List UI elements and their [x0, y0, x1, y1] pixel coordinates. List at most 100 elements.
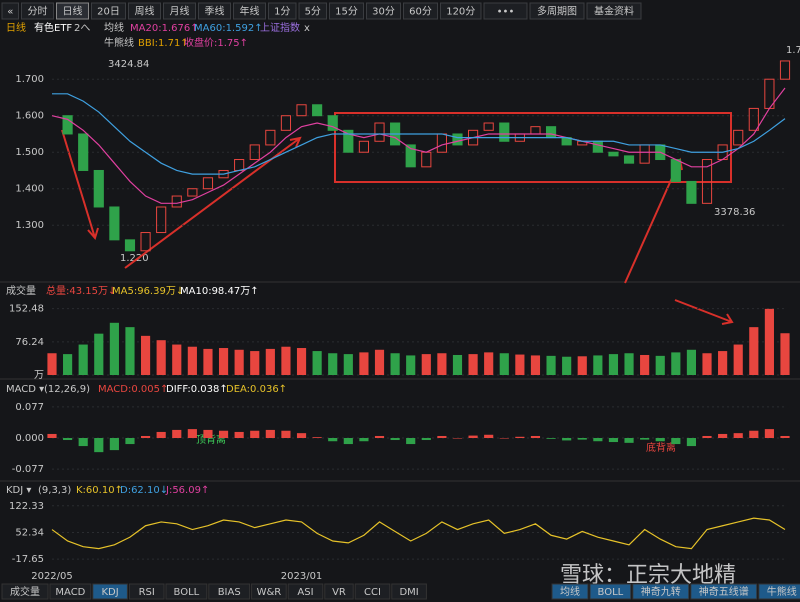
tab-label[interactable]: W&R: [257, 587, 282, 598]
toolbar-button[interactable]: [329, 2, 364, 20]
tab-label[interactable]: KDJ: [101, 587, 118, 598]
candle: [748, 107, 759, 131]
tab-label[interactable]: RSI: [139, 587, 155, 598]
tab-label[interactable]: 神奇五线谱: [699, 585, 749, 598]
bar: [484, 352, 494, 375]
tab[interactable]: [287, 583, 324, 600]
toolbar-button[interactable]: [128, 2, 161, 20]
tab-label[interactable]: 成交量: [10, 585, 40, 598]
candle: [156, 206, 167, 234]
macd-value: MACD:0.005↑: [98, 384, 168, 395]
toolbar-label[interactable]: 年线: [240, 5, 260, 18]
tab[interactable]: [251, 583, 287, 600]
toolbar-button[interactable]: [366, 2, 401, 20]
tab[interactable]: [92, 583, 128, 600]
bar: [47, 433, 57, 438]
toolbar-button[interactable]: [403, 2, 438, 20]
tab-label[interactable]: VR: [332, 587, 346, 598]
candle: [280, 115, 292, 131]
bar: [546, 355, 556, 375]
toolbar-label[interactable]: 1分: [274, 6, 290, 18]
toolbar-button[interactable]: [56, 2, 89, 20]
tab-label[interactable]: CCI: [364, 587, 381, 598]
toolbar-label[interactable]: 周线: [135, 5, 155, 18]
volume-ma10: MA10:98.47万↑: [180, 286, 259, 297]
candle: [701, 159, 713, 204]
tab[interactable]: [632, 583, 690, 600]
toolbar-label[interactable]: 60分: [409, 6, 432, 18]
bar: [359, 352, 369, 375]
j-value: J:56.09↑: [165, 485, 209, 496]
tab-label[interactable]: MACD: [55, 587, 85, 598]
toolbar-button[interactable]: [268, 2, 297, 20]
tab-label[interactable]: 神奇九转: [641, 585, 681, 598]
toolbar-label[interactable]: 5分: [305, 6, 321, 18]
toolbar-button[interactable]: [586, 2, 642, 20]
toolbar-label[interactable]: 分时: [28, 6, 48, 18]
bar: [265, 429, 275, 438]
tab[interactable]: [128, 583, 165, 600]
candle: [405, 144, 416, 168]
toolbar-label[interactable]: 20日: [97, 7, 120, 18]
toolbar-button[interactable]: [1, 2, 19, 20]
toolbar-button[interactable]: [233, 2, 266, 20]
tab[interactable]: [758, 583, 800, 600]
diff-value: DIFF:0.038↑: [166, 384, 228, 395]
ma-line: [52, 93, 786, 175]
tab[interactable]: [690, 583, 758, 600]
toolbar-label[interactable]: 基金资料: [594, 5, 634, 18]
bar: [140, 435, 151, 438]
bar: [686, 349, 697, 375]
toolbar-label[interactable]: 30分: [372, 6, 395, 18]
y-tick-label: 122.33: [9, 501, 44, 512]
toolbar-label[interactable]: 120分: [446, 6, 475, 18]
tab-label[interactable]: BIAS: [218, 587, 241, 598]
close-x[interactable]: x: [304, 23, 310, 34]
tab-label[interactable]: BOLL: [174, 587, 200, 598]
candle: [545, 126, 557, 139]
tab[interactable]: [1, 583, 49, 600]
toolbar-button[interactable]: [529, 2, 585, 20]
toolbar-button[interactable]: [21, 2, 54, 20]
tab[interactable]: [354, 583, 391, 600]
bar: [437, 435, 447, 438]
toolbar-label[interactable]: 日线: [63, 5, 83, 18]
tab[interactable]: [165, 583, 208, 600]
toolbar-button[interactable]: [298, 2, 327, 20]
toolbar-label[interactable]: 季线: [205, 5, 225, 18]
candle: [93, 169, 104, 208]
bar: [328, 353, 338, 375]
tab[interactable]: [49, 583, 92, 600]
toolbar-label[interactable]: •••: [497, 7, 515, 18]
annotation: 3424.84: [108, 59, 149, 70]
bar: [390, 438, 400, 441]
tab[interactable]: [208, 583, 251, 600]
toolbar-button[interactable]: [483, 2, 528, 20]
toolbar-button[interactable]: [198, 2, 231, 20]
dea-value: DEA:0.036↑: [226, 384, 287, 395]
tab-label[interactable]: 均线: [560, 585, 580, 598]
y-tick-label: 76.24: [15, 337, 44, 348]
bar: [764, 429, 774, 438]
tab-label[interactable]: 牛熊线: [767, 585, 797, 598]
tab[interactable]: [391, 583, 427, 600]
tab-label[interactable]: DMI: [399, 587, 418, 598]
candle: [327, 115, 338, 131]
toolbar-label[interactable]: 15分: [335, 6, 358, 18]
toolbar-button[interactable]: [440, 2, 482, 20]
tab[interactable]: [551, 583, 589, 600]
toolbar-label[interactable]: 月线: [170, 5, 190, 18]
toolbar-button[interactable]: [163, 2, 196, 20]
toolbar-label[interactable]: «: [7, 7, 13, 18]
tab-label[interactable]: ASI: [297, 587, 313, 598]
toolbar-button[interactable]: [91, 2, 126, 20]
bar: [94, 438, 104, 453]
tab-label[interactable]: BOLL: [598, 587, 624, 598]
bar: [718, 433, 728, 438]
toolbar-label[interactable]: 多周期图: [537, 5, 577, 18]
tab[interactable]: [324, 583, 354, 600]
tab[interactable]: [589, 583, 632, 600]
bar: [47, 353, 57, 375]
divergence: 底背离: [646, 441, 676, 454]
bar: [187, 429, 197, 438]
